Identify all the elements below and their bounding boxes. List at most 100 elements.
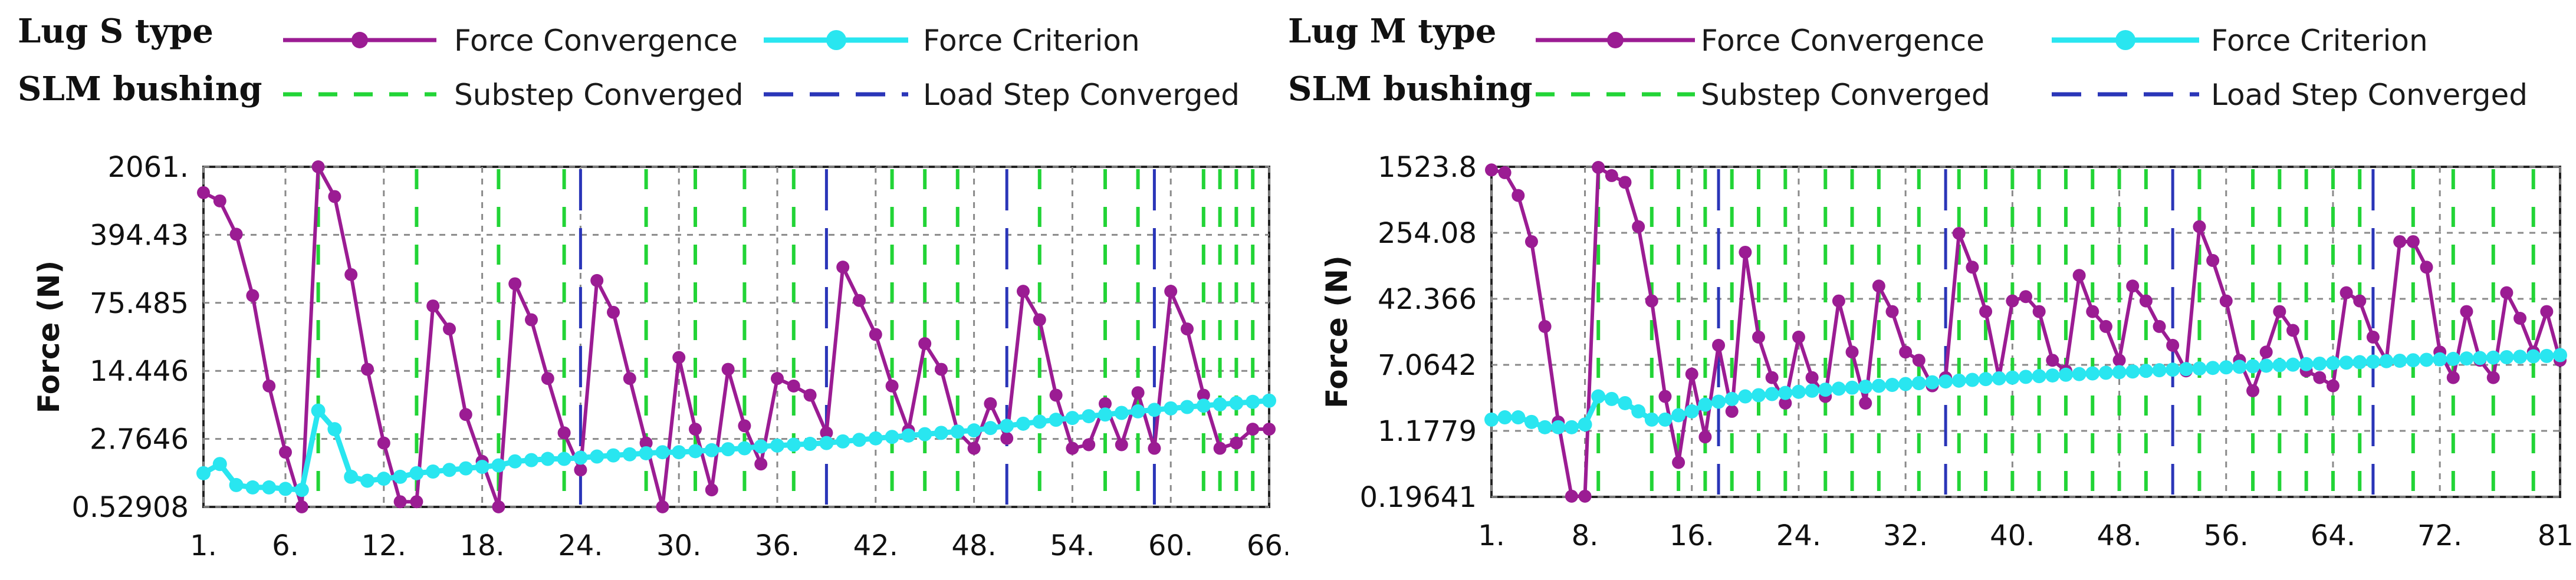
legend-convergence-symbol (1536, 32, 1695, 48)
force-criterion-point (1938, 374, 1953, 389)
force-convergence-point (1033, 313, 1046, 327)
force-criterion-point (458, 461, 473, 476)
force-criterion-point (1752, 388, 1766, 403)
force-criterion-point (2272, 358, 2287, 373)
force-criterion-point (196, 466, 211, 480)
force-convergence-point (2486, 371, 2500, 384)
force-convergence-point (918, 337, 932, 351)
force-criterion-point (1698, 397, 1713, 412)
force-criterion-point (1658, 412, 1673, 427)
force-criterion-point (1778, 385, 1793, 400)
force-criterion-point (508, 454, 523, 469)
force-criterion-point (2112, 365, 2127, 380)
force-criterion-point (1738, 389, 1753, 404)
y-tick-label: 42.366 (1378, 283, 1477, 316)
force-convergence-point (361, 362, 374, 376)
legend-load-step-converged: Load Step Converged (2211, 78, 2528, 112)
force-criterion-point (1032, 414, 1047, 429)
force-convergence-point (2340, 286, 2353, 299)
force-convergence-point (1658, 390, 1672, 403)
force-convergence-point (935, 362, 948, 376)
force-criterion-point (868, 431, 883, 446)
force-convergence-point (705, 483, 718, 497)
force-criterion-point (590, 449, 604, 464)
force-convergence-point (1498, 166, 1512, 179)
x-tick-label: 42. (853, 529, 898, 562)
force-criterion-point (311, 403, 326, 418)
force-convergence-point (623, 372, 636, 385)
force-criterion-point (2085, 366, 2100, 381)
force-criterion-point (688, 444, 702, 459)
force-criterion-point (2019, 370, 2033, 384)
force-convergence-point (2313, 371, 2327, 384)
force-convergence-point (1197, 388, 1210, 402)
force-criterion-point (2379, 354, 2394, 368)
force-convergence-point (2219, 294, 2233, 308)
force-criterion-point (2539, 348, 2554, 363)
force-criterion-point (2553, 348, 2567, 362)
legend-substep-converged: Substep Converged (454, 78, 744, 112)
force-convergence-point (787, 379, 800, 393)
force-convergence-point (639, 436, 653, 450)
force-criterion-point (1765, 387, 1779, 401)
force-convergence-point (1618, 176, 1632, 189)
x-tick-label: 32. (1883, 519, 1928, 552)
force-convergence-point (393, 495, 407, 509)
force-criterion-point (475, 460, 489, 474)
force-convergence-point (2246, 384, 2260, 397)
force-criterion-point (737, 441, 752, 456)
force-criterion-point (1564, 420, 1579, 434)
x-tick-label: 81. (2538, 519, 2576, 552)
force-convergence-point (492, 500, 505, 513)
force-convergence-point (1885, 305, 1899, 318)
force-criterion-point (2352, 355, 2367, 370)
force-criterion-point (1671, 408, 1686, 423)
force-criterion-point (950, 424, 965, 439)
force-convergence-point (1213, 441, 1227, 455)
force-convergence-point (1832, 294, 1845, 308)
force-convergence-point (344, 268, 358, 281)
force-convergence-point (836, 261, 850, 274)
force-criterion-point (1497, 410, 1512, 425)
force-convergence-point (1952, 227, 1966, 240)
force-criterion-point (2005, 370, 2020, 385)
force-convergence-point (1645, 294, 1658, 308)
force-criterion-point (2486, 350, 2501, 365)
force-criterion-point (983, 421, 998, 436)
x-tick-label: 54. (1050, 529, 1095, 562)
x-tick-label: 66. (1247, 529, 1288, 562)
force-criterion-point (491, 458, 506, 473)
force-criterion-point (1016, 416, 1030, 431)
force-criterion-point (1979, 372, 1993, 387)
force-convergence-point (246, 289, 259, 302)
force-convergence-point (1966, 261, 1979, 274)
force-criterion-point (2259, 358, 2273, 373)
force-convergence-line (202, 165, 1269, 509)
x-tick-label: 12. (362, 529, 406, 562)
force-convergence-point (2420, 261, 2433, 274)
force-convergence-point (689, 423, 702, 436)
force-convergence-point (1082, 438, 1096, 452)
legend-convergence-symbol (283, 32, 436, 48)
force-convergence-point (738, 419, 751, 433)
force-criterion-point (2179, 362, 2193, 377)
force-convergence-point (1148, 441, 1161, 455)
force-convergence-point (1805, 371, 1819, 384)
force-convergence-point (2072, 269, 2086, 282)
force-criterion-point (2166, 362, 2180, 377)
force-convergence-point (1632, 220, 1645, 233)
force-criterion-point (2499, 350, 2514, 364)
legend-substep-converged: Substep Converged (1701, 78, 1990, 112)
force-criterion-point (1831, 381, 1846, 396)
force-convergence-point (967, 441, 981, 455)
force-convergence-point (213, 194, 226, 207)
force-criterion-point (655, 445, 670, 460)
force-criterion-point (2138, 364, 2153, 378)
force-criterion-point (836, 434, 850, 449)
force-convergence-point (2273, 305, 2286, 318)
force-criterion-point (212, 457, 227, 472)
force-criterion-point (344, 469, 359, 484)
force-convergence-point (1000, 431, 1014, 445)
force-criterion-point (1858, 380, 1873, 394)
force-criterion-point (819, 436, 834, 450)
